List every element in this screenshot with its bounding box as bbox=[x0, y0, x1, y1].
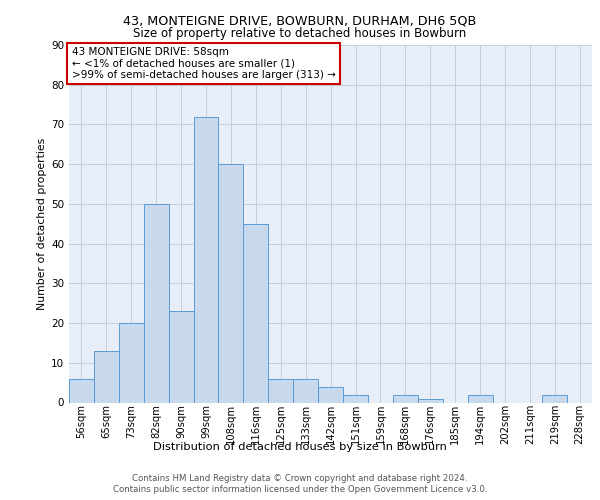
Bar bbox=[343, 394, 368, 402]
Bar bbox=[244, 224, 268, 402]
Text: 43, MONTEIGNE DRIVE, BOWBURN, DURHAM, DH6 5QB: 43, MONTEIGNE DRIVE, BOWBURN, DURHAM, DH… bbox=[124, 14, 476, 27]
Text: Contains public sector information licensed under the Open Government Licence v3: Contains public sector information licen… bbox=[113, 485, 487, 494]
Bar bbox=[169, 311, 194, 402]
Bar bbox=[69, 378, 94, 402]
Bar bbox=[218, 164, 244, 402]
Text: 43 MONTEIGNE DRIVE: 58sqm
← <1% of detached houses are smaller (1)
>99% of semi-: 43 MONTEIGNE DRIVE: 58sqm ← <1% of detac… bbox=[71, 47, 335, 80]
Bar bbox=[393, 394, 418, 402]
Bar bbox=[94, 351, 119, 403]
Bar bbox=[542, 394, 567, 402]
Y-axis label: Number of detached properties: Number of detached properties bbox=[37, 138, 47, 310]
Bar bbox=[293, 378, 318, 402]
Bar bbox=[418, 398, 443, 402]
Text: Distribution of detached houses by size in Bowburn: Distribution of detached houses by size … bbox=[153, 442, 447, 452]
Bar bbox=[144, 204, 169, 402]
Bar bbox=[194, 116, 218, 403]
Bar bbox=[268, 378, 293, 402]
Text: Contains HM Land Registry data © Crown copyright and database right 2024.: Contains HM Land Registry data © Crown c… bbox=[132, 474, 468, 483]
Bar bbox=[318, 386, 343, 402]
Bar bbox=[119, 323, 144, 402]
Text: Size of property relative to detached houses in Bowburn: Size of property relative to detached ho… bbox=[133, 26, 467, 40]
Bar bbox=[467, 394, 493, 402]
